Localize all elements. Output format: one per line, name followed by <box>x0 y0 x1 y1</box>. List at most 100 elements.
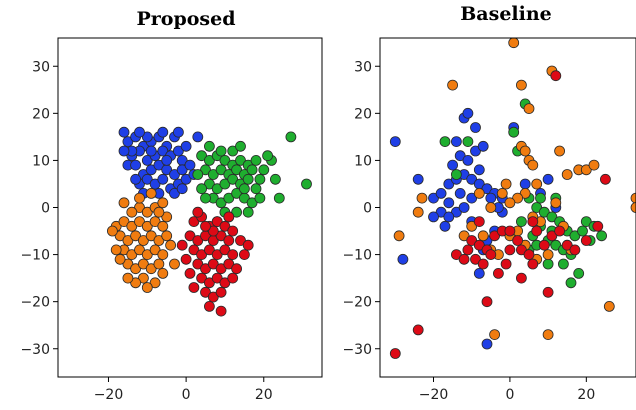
scatter-point <box>157 197 169 209</box>
scatter-point <box>203 140 215 152</box>
scatter-point <box>565 277 577 289</box>
scatter-point <box>500 258 512 270</box>
scatter-point <box>219 244 231 256</box>
scatter-point <box>157 173 169 185</box>
chart-panel-2: Baseline 30 20 10 0 −10 −20 −30 −20 0 20 <box>342 3 636 403</box>
scatter-point <box>470 122 481 133</box>
scatter-point <box>134 216 145 228</box>
scatter-point <box>569 244 581 256</box>
scatter-point <box>157 145 169 157</box>
scatter-point <box>269 173 281 185</box>
scatter-point <box>227 173 239 185</box>
scatter-point <box>473 187 485 199</box>
scatter-point <box>157 267 169 279</box>
scatter-point <box>481 296 493 308</box>
scatter-point <box>580 164 592 176</box>
scatter-point <box>172 145 184 157</box>
scatter-point <box>219 277 231 289</box>
scatter-point <box>145 230 157 242</box>
scatter-point <box>235 154 246 166</box>
scatter-point <box>227 272 239 284</box>
scatter-point <box>481 338 493 350</box>
scatter-point <box>603 300 615 312</box>
points-layer <box>107 126 312 317</box>
y-tick-label: −20 <box>342 295 372 311</box>
scatter-point <box>477 258 489 270</box>
scatter-point <box>512 235 523 246</box>
scatter-point <box>504 197 516 209</box>
scatter-point <box>126 206 138 218</box>
scatter-point <box>153 206 165 218</box>
scatter-point <box>477 230 489 242</box>
scatter-point <box>149 178 161 190</box>
scatter-point <box>122 272 134 284</box>
scatter-point <box>542 258 554 270</box>
scatter-point <box>215 286 227 298</box>
scatter-point <box>149 244 161 256</box>
x-tick-label: 0 <box>182 387 191 403</box>
scatter-point <box>462 244 474 256</box>
scatter-point <box>176 183 188 195</box>
scatter-point <box>500 178 512 190</box>
scatter-point <box>134 126 145 138</box>
scatter-point <box>231 164 243 176</box>
scatter-point <box>192 235 204 246</box>
scatter-point <box>550 70 562 82</box>
scatter-point <box>118 216 130 228</box>
scatter-point <box>122 235 134 246</box>
scatter-point <box>110 244 122 256</box>
scatter-point <box>492 267 504 279</box>
scatter-point <box>219 178 231 190</box>
scatter-point <box>130 263 142 275</box>
scatter-point <box>485 202 497 213</box>
scatter-point <box>137 272 149 284</box>
scatter-point <box>470 253 481 265</box>
scatter-point <box>219 220 231 232</box>
scatter-point <box>196 183 208 195</box>
scatter-point <box>134 244 145 256</box>
scatter-point <box>508 38 520 49</box>
scatter-point <box>215 164 227 176</box>
y-tick-label: 0 <box>363 201 372 217</box>
scatter-point <box>203 244 215 256</box>
scatter-point <box>157 249 169 261</box>
scatter-point <box>231 263 243 275</box>
scatter-point <box>137 235 149 246</box>
scatter-point <box>258 164 270 176</box>
chart-panel-1: Proposed 30 20 10 0 −10 −20 −30 −20 0 20 <box>20 8 323 403</box>
chart-title: Baseline <box>460 3 552 25</box>
scatter-point <box>211 249 223 261</box>
scatter-point <box>188 244 200 256</box>
x-tick-label: −20 <box>94 387 124 403</box>
scatter-point <box>200 263 211 275</box>
scatter-point <box>207 225 219 237</box>
scatter-point <box>504 244 516 256</box>
chart-title: Proposed <box>137 8 236 30</box>
scatter-point <box>180 140 192 152</box>
scatter-point <box>211 272 223 284</box>
x-tick-label: 20 <box>255 387 273 403</box>
scatter-point <box>215 197 227 209</box>
scatter-point <box>473 267 485 279</box>
scatter-point <box>192 131 204 143</box>
scatter-point <box>527 159 539 171</box>
scatter-point <box>389 348 401 359</box>
scatter-point <box>114 253 126 265</box>
scatter-point <box>192 258 204 270</box>
scatter-point <box>447 159 459 171</box>
scatter-point <box>149 277 161 289</box>
scatter-point <box>145 187 157 199</box>
scatter-point <box>301 178 312 190</box>
scatter-point <box>238 183 250 195</box>
scatter-point <box>188 282 200 293</box>
scatter-point <box>542 329 554 341</box>
scatter-point <box>489 230 501 242</box>
y-tick-label: 20 <box>32 106 50 122</box>
scatter-point <box>630 202 636 213</box>
scatter-point <box>473 239 485 251</box>
scatter-point <box>546 230 558 242</box>
scatter-point <box>496 187 508 199</box>
scatter-point <box>145 263 157 275</box>
scatter-point <box>153 159 165 171</box>
